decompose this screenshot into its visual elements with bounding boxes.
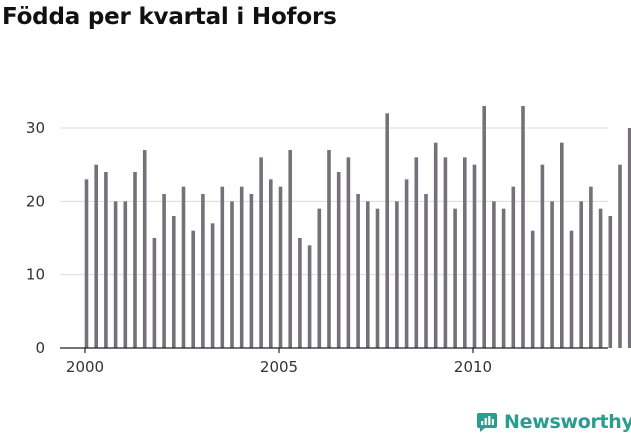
bar[interactable] [210,223,215,348]
bar[interactable] [530,230,535,348]
bar[interactable] [433,142,438,348]
bar[interactable] [142,150,147,348]
bar[interactable] [317,208,322,348]
x-tick-label: 2000 [66,358,104,376]
bar[interactable] [453,208,457,348]
bar[interactable] [443,157,448,348]
bar[interactable] [579,201,583,348]
bar[interactable] [249,194,254,348]
bar[interactable] [346,157,351,348]
bar[interactable] [569,230,574,348]
bar[interactable] [424,194,428,348]
chart-title: Födda per kvartal i Hofors [2,4,337,30]
bar[interactable] [172,216,176,348]
y-tick-label: 0 [35,339,45,357]
y-tick-label: 20 [26,192,45,210]
bar[interactable] [201,194,205,348]
bars [84,106,631,348]
y-axis-tick-labels: 0 10 20 30 [26,119,45,357]
x-tick-label: 2005 [260,358,298,376]
bar[interactable] [404,179,409,348]
bar[interactable] [414,157,419,348]
bar[interactable] [152,238,157,348]
bar[interactable] [123,201,128,348]
bar[interactable] [618,164,622,348]
bar[interactable] [230,201,234,348]
bar[interactable] [191,230,195,348]
bar[interactable] [336,172,341,348]
bar[interactable] [133,172,137,348]
bar[interactable] [501,208,506,348]
bar[interactable] [269,179,273,348]
bar[interactable] [220,186,225,348]
bar[interactable] [589,186,593,348]
newsworthy-brand[interactable]: Newsworthy [476,408,631,436]
brand-name: Newsworthy [504,411,631,433]
y-tick-label: 30 [26,119,45,137]
bar[interactable] [560,142,564,348]
newsworthy-logo-icon [477,413,497,432]
bar[interactable] [550,201,554,348]
y-tick-label: 10 [26,266,45,284]
bar[interactable] [521,106,525,348]
bar[interactable] [327,150,331,348]
bar[interactable] [288,150,292,348]
bar[interactable] [463,157,467,348]
bar[interactable] [482,106,486,348]
bar[interactable] [94,164,98,348]
x-axis-ticks: 200020052010201520202025 [66,348,492,376]
bar[interactable] [298,238,302,348]
bar[interactable] [104,172,108,348]
bar[interactable] [598,208,603,348]
bar[interactable] [385,113,389,348]
bar[interactable] [278,186,283,348]
bar[interactable] [181,186,186,348]
x-tick-label: 2010 [454,358,492,376]
bar[interactable] [608,216,613,348]
bar[interactable] [472,164,477,348]
bar[interactable] [307,245,312,348]
bar[interactable] [239,186,244,348]
bar[interactable] [113,201,118,348]
bar[interactable] [511,186,516,348]
bar[interactable] [375,208,380,348]
bar[interactable] [84,179,89,348]
grid-lines [60,127,608,276]
bar[interactable] [366,201,370,348]
bar[interactable] [627,128,631,348]
bar[interactable] [162,194,166,348]
bar[interactable] [395,201,399,348]
bar[interactable] [540,164,545,348]
bar[interactable] [259,157,263,348]
bar[interactable] [492,201,496,348]
bar[interactable] [356,194,360,348]
